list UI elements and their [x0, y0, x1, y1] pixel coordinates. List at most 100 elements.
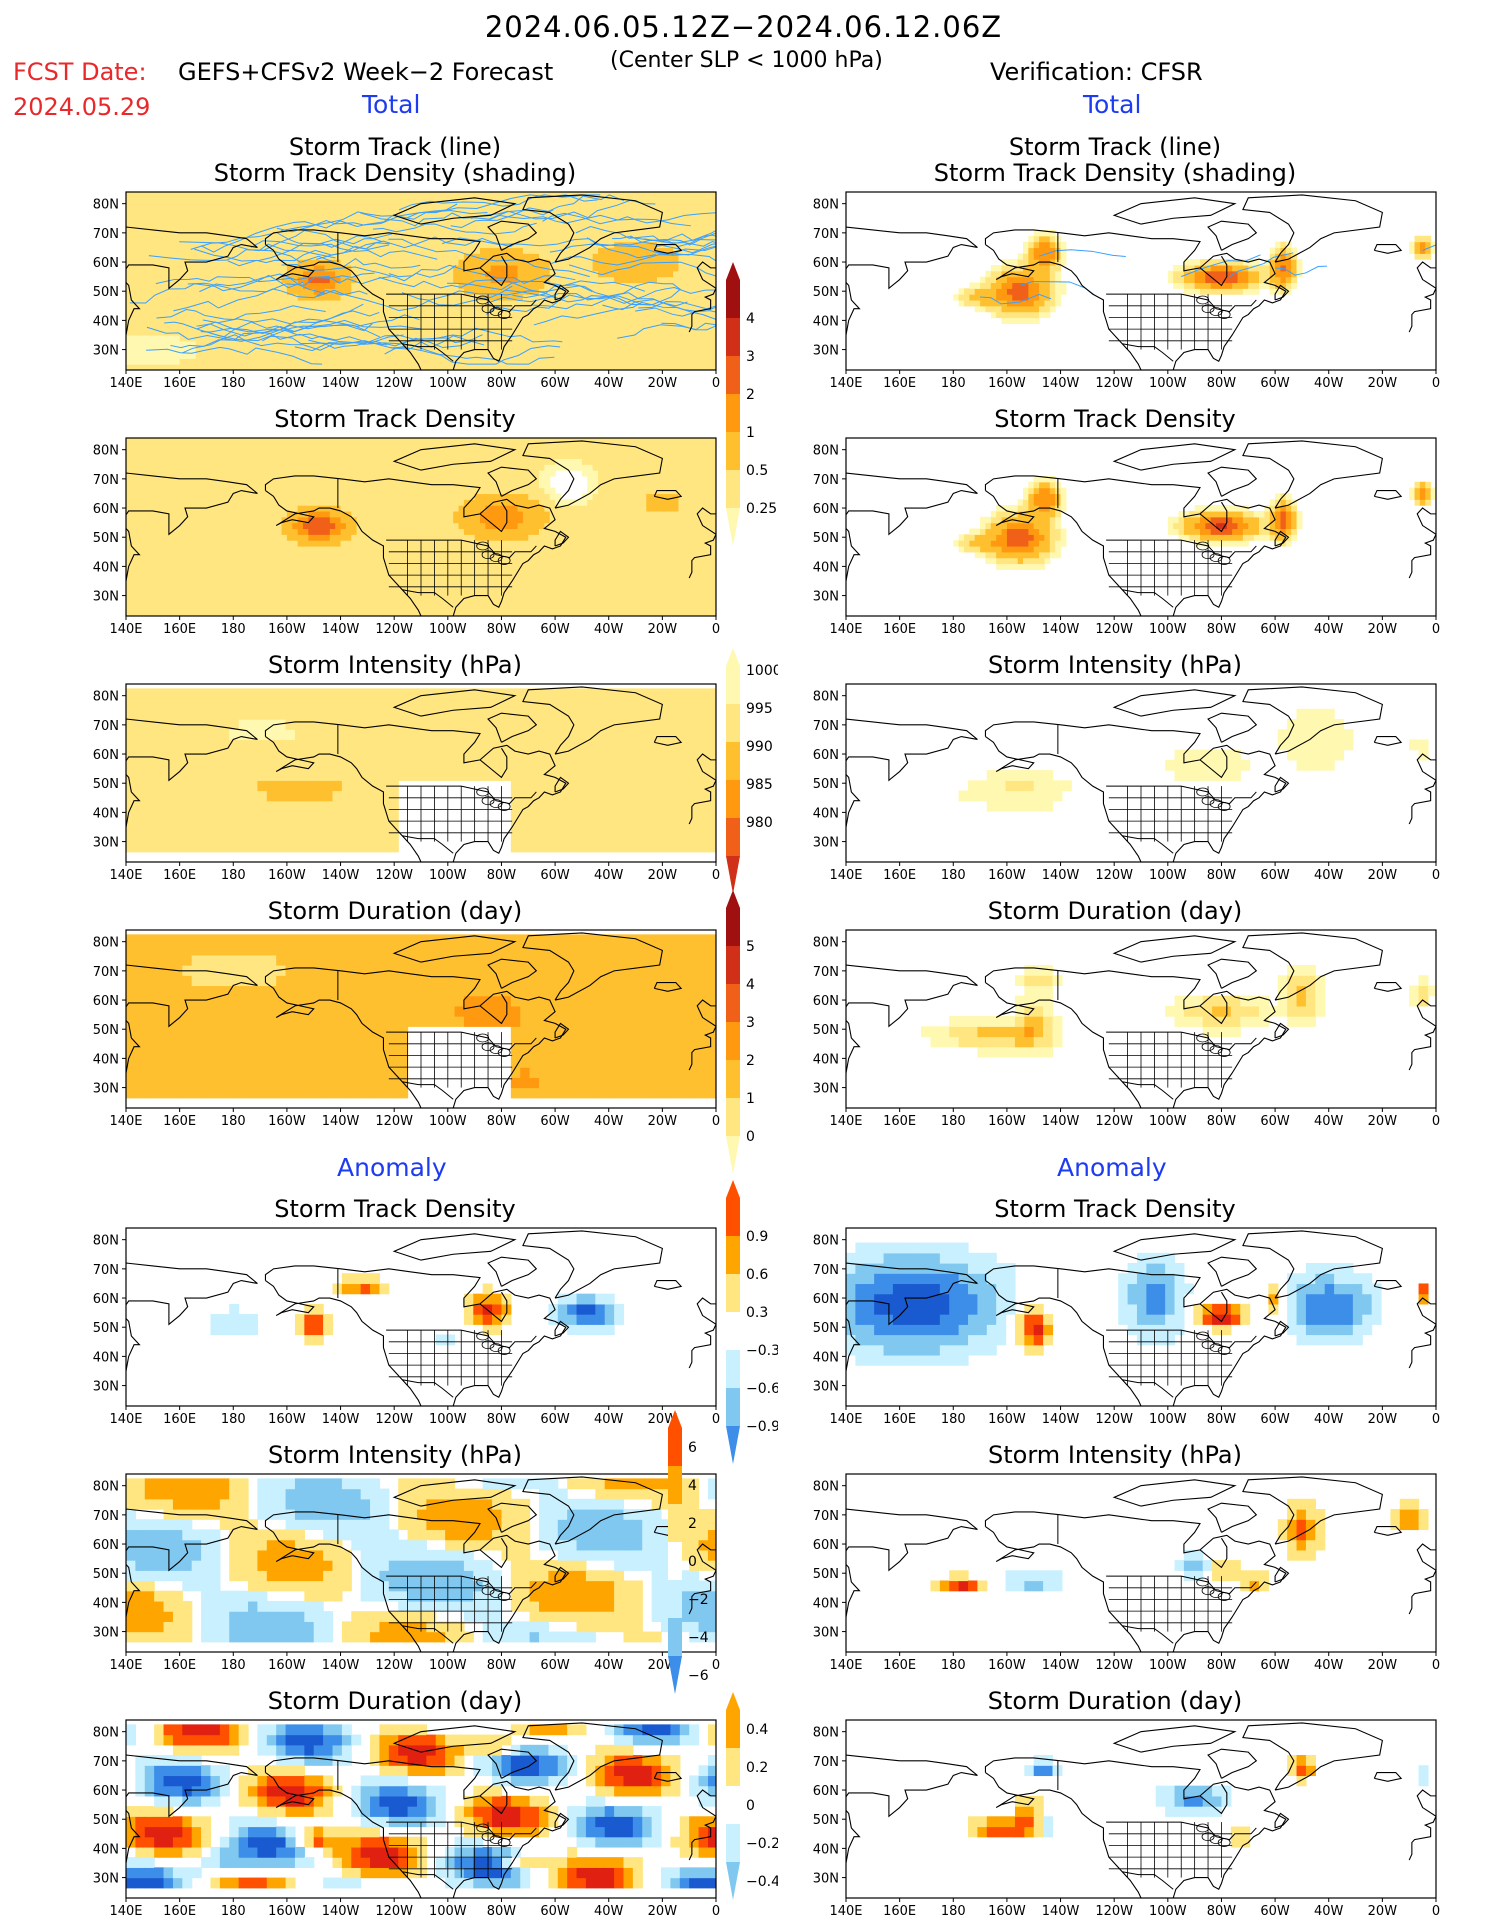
lon-tick-label: 20W [648, 376, 678, 390]
lat-tick-label: 30N [813, 1626, 839, 1641]
title-duration-total-left: Storm Duration (day) [267, 897, 523, 925]
lon-tick-label: 100W [1149, 1658, 1187, 1672]
colorbar-tick-label: 0.6 [746, 1267, 768, 1283]
title-density-anom-left: Storm Track Density [274, 1195, 516, 1223]
lon-tick-label: 120W [375, 868, 413, 882]
lat-tick-label: 50N [93, 1023, 119, 1038]
lat-tick-label: 70N [93, 227, 119, 242]
colorbar-tick-label: 0.25 [746, 501, 777, 517]
lat-tick-label: 50N [93, 1813, 119, 1828]
lon-tick-label: 140E [829, 1658, 862, 1672]
lat-tick-label: 30N [813, 1082, 839, 1097]
lon-tick-label: 20W [1368, 622, 1398, 636]
colorbar-tick-label: 5 [746, 939, 755, 955]
lon-tick-label: 180 [221, 1114, 246, 1128]
lon-tick-label: 140E [109, 1658, 142, 1672]
map-intensity-anom-forecast: 140E 160E 180 160W 140W 120W 100W 80W 60W 40W 20W 0… [70, 1472, 740, 1672]
lon-tick-label: 160E [883, 1658, 916, 1672]
map-canvas: 140E 160E 180 160W 140W 120W 100W 80W 60W 40W 20W 0… [813, 1719, 1440, 1918]
lon-tick-label: 120W [375, 622, 413, 636]
lat-tick-label: 80N [93, 936, 119, 951]
lon-tick-label: 0 [712, 376, 720, 390]
lat-tick-label: 80N [813, 198, 839, 213]
lon-tick-label: 160E [163, 868, 196, 882]
map-density-anom-forecast: 140E 160E 180 160W 140W 120W 100W 80W 60W 40W 20W 0… [70, 1226, 740, 1426]
lon-tick-label: 160W [988, 622, 1026, 636]
lon-tick-label: 160W [988, 868, 1026, 882]
colorbar-intensity-total: 1000 995 990 985 980 [718, 648, 782, 910]
lon-tick-label: 120W [375, 1412, 413, 1426]
map-density-total-forecast: 140E 160E 180 160W 140W 120W 100W 80W 60W 40W 20W 0… [70, 436, 740, 636]
lat-tick-label: 80N [93, 1480, 119, 1495]
lat-tick-label: 50N [93, 1321, 119, 1336]
colorbar-tick-label: 995 [746, 701, 773, 717]
lat-tick-label: 30N [813, 1380, 839, 1395]
lon-tick-label: 100W [429, 1658, 467, 1672]
lon-tick-label: 100W [1149, 622, 1187, 636]
lat-tick-label: 60N [813, 502, 839, 517]
lon-tick-label: 0 [1432, 1412, 1440, 1426]
lat-tick-label: 60N [813, 1784, 839, 1799]
lon-tick-label: 100W [429, 376, 467, 390]
map-canvas: 140E 160E 180 160W 140W 120W 100W 80W 60W 40W 20W 0… [93, 437, 720, 636]
lon-tick-label: 80W [487, 1904, 517, 1918]
lat-tick-label: 70N [93, 719, 119, 734]
lon-tick-label: 140W [1042, 1114, 1080, 1128]
lat-tick-label: 50N [813, 777, 839, 792]
lat-tick-label: 70N [93, 1509, 119, 1524]
colorbar-tick-label: −0.2 [746, 1836, 778, 1852]
colorbar-canvas: 1000 995 990 985 980 [726, 648, 782, 894]
lon-tick-label: 40W [1314, 622, 1344, 636]
lat-tick-label: 70N [93, 473, 119, 488]
lon-tick-label: 180 [221, 1658, 246, 1672]
lon-tick-label: 60W [1260, 1412, 1290, 1426]
lon-tick-label: 0 [712, 622, 720, 636]
colorbar-tick-label: 2 [746, 387, 755, 403]
colorbar-tick-label: 1 [746, 425, 755, 441]
section-anomaly-right: Anomaly [1057, 1153, 1167, 1182]
colorbar-tick-label: 0 [746, 1129, 755, 1145]
colorbar-tick-label: 0 [688, 1554, 697, 1570]
lon-tick-label: 60W [1260, 1658, 1290, 1672]
lon-tick-label: 100W [429, 1904, 467, 1918]
lat-tick-label: 30N [93, 590, 119, 605]
lat-tick-label: 60N [813, 748, 839, 763]
title-density-anom-right: Storm Track Density [994, 1195, 1236, 1223]
colorbar-tick-label: 0.4 [746, 1722, 768, 1738]
lon-tick-label: 160E [883, 868, 916, 882]
lat-tick-label: 80N [813, 690, 839, 705]
fcst-date-value: 2024.05.29 [13, 93, 151, 121]
section-total-right: Total [1083, 90, 1142, 119]
lon-tick-label: 140E [109, 1412, 142, 1426]
lon-tick-label: 140W [1042, 622, 1080, 636]
colorbar-tick-label: 3 [746, 1015, 755, 1031]
lon-tick-label: 160W [268, 1658, 306, 1672]
lon-tick-label: 80W [1207, 868, 1237, 882]
lon-tick-label: 60W [540, 1658, 570, 1672]
lon-tick-label: 160W [988, 1412, 1026, 1426]
colorbar-tick-label: 2 [688, 1516, 697, 1532]
lon-tick-label: 160E [163, 376, 196, 390]
lat-tick-label: 50N [93, 531, 119, 546]
lon-tick-label: 160E [883, 376, 916, 390]
lat-tick-label: 60N [813, 994, 839, 1009]
lat-tick-label: 40N [93, 560, 119, 575]
colorbar-tick-label: 4 [746, 977, 755, 993]
lon-tick-label: 80W [487, 1412, 517, 1426]
title-duration-total-right: Storm Duration (day) [987, 897, 1243, 925]
colorbar-duration-anom: 0.4 0.2 0 −0.2 −0.4 [718, 1692, 780, 1916]
lon-tick-label: 60W [540, 376, 570, 390]
lon-tick-label: 100W [429, 622, 467, 636]
lat-tick-label: 60N [93, 994, 119, 1009]
title-duration-anom-right: Storm Duration (day) [987, 1687, 1243, 1715]
map-canvas: 140E 160E 180 160W 140W 120W 100W 80W 60W 40W 20W 0… [813, 929, 1440, 1128]
lon-tick-label: 0 [712, 1412, 720, 1426]
lon-tick-label: 80W [487, 622, 517, 636]
lat-tick-label: 50N [813, 1567, 839, 1582]
lon-tick-label: 0 [1432, 868, 1440, 882]
lat-tick-label: 80N [813, 1726, 839, 1741]
title-track-line-right: Storm Track (line) [1008, 133, 1222, 161]
lat-tick-label: 30N [93, 344, 119, 359]
map-duration-total-forecast: 140E 160E 180 160W 140W 120W 100W 80W 60W 40W 20W 0… [70, 928, 740, 1128]
map-intensity-total-forecast: 140E 160E 180 160W 140W 120W 100W 80W 60W 40W 20W 0… [70, 682, 740, 882]
